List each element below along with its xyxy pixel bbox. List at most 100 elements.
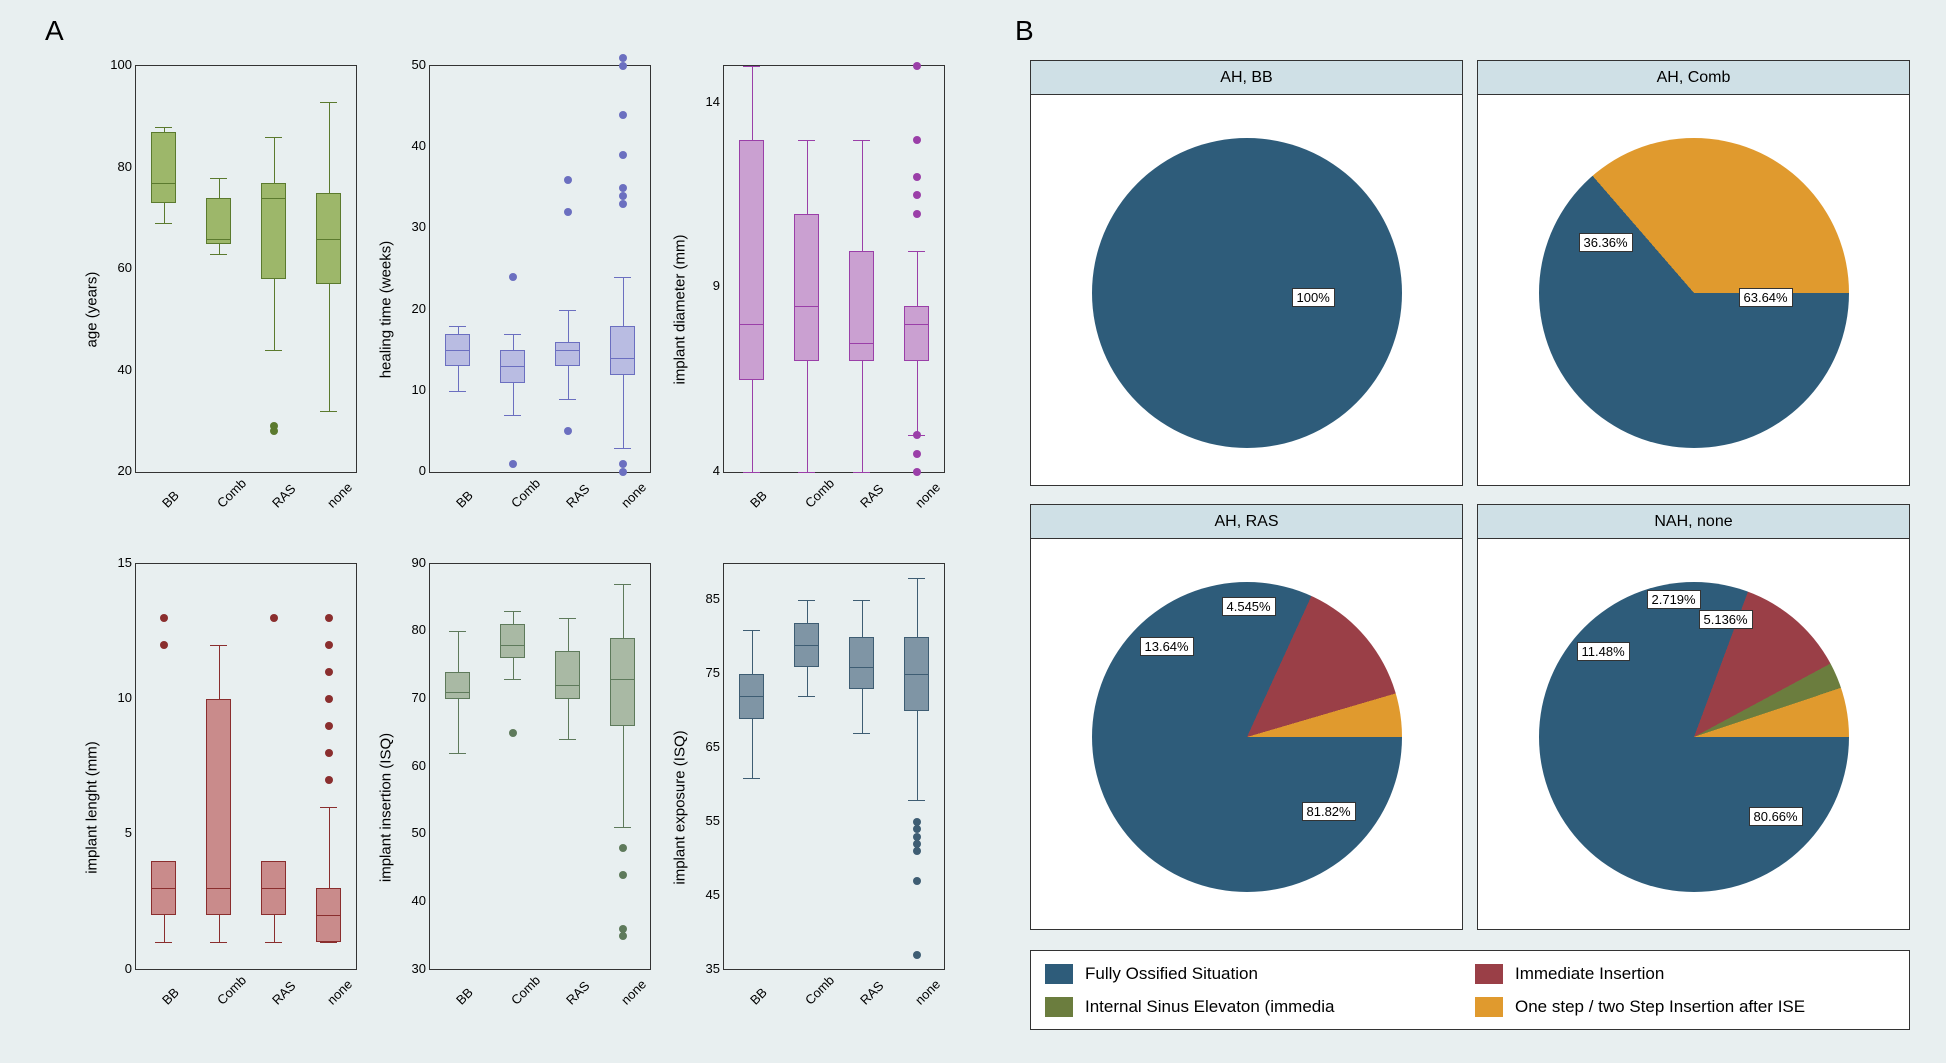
legend-swatch [1475,997,1503,1017]
boxplot-cell: implant exposure (ISQ)354555657585BBComb… [668,558,950,1041]
legend-item: Immediate Insertion [1475,959,1895,988]
legend-item: One step / two Step Insertion after ISE [1475,992,1895,1021]
x-tick: Comb [508,972,543,1007]
boxplot-cell: implant lenght (mm)051015BBCombRASnone [80,558,362,1041]
y-tick: 100 [110,57,132,72]
outlier [913,431,921,439]
y-tick: 40 [110,362,132,377]
outlier [619,62,627,70]
x-tick: none [912,977,943,1008]
y-tick: 35 [698,961,720,976]
pie-chart: 81.82%13.64%4.545% [1092,582,1402,892]
outlier [564,208,572,216]
y-tick: 30 [404,961,426,976]
y-axis-label: healing time (weeks) [378,241,395,379]
legend-swatch [1045,964,1073,984]
pie-cell: NAH, none80.66%11.48%2.719%5.136% [1477,504,1910,930]
pie-slice-label: 80.66% [1749,807,1803,826]
x-tick: none [618,479,649,510]
x-tick: RAS [563,978,593,1008]
outlier [913,951,921,959]
y-tick: 85 [698,591,720,606]
box [206,699,231,916]
legend-text: Immediate Insertion [1515,964,1664,984]
y-tick: 5 [110,825,132,840]
outlier [913,136,921,144]
outlier [270,422,278,430]
outlier [913,468,921,476]
box [555,342,580,366]
box [849,251,874,362]
outlier [619,200,627,208]
y-axis-label: age (years) [84,272,101,348]
plot-area [429,563,651,971]
y-tick: 0 [404,463,426,478]
outlier [913,210,921,218]
box [555,651,580,698]
x-tick: none [324,479,355,510]
x-tick: RAS [563,481,593,511]
y-tick: 90 [404,555,426,570]
x-tick: RAS [857,978,887,1008]
box [849,637,874,689]
y-tick: 4 [698,463,720,478]
y-axis-label: implant lenght (mm) [84,741,101,874]
y-tick: 0 [110,961,132,976]
x-tick: BB [747,985,770,1008]
y-tick: 70 [404,690,426,705]
x-tick: RAS [269,481,299,511]
y-tick: 80 [110,159,132,174]
plot-area [135,65,357,473]
panel-label-a: A [45,15,64,47]
outlier [160,641,168,649]
legend-item: Internal Sinus Elevaton (immedia [1045,992,1465,1021]
y-tick: 40 [404,138,426,153]
outlier [325,695,333,703]
pie-title: NAH, none [1478,505,1909,539]
pie-cell: AH, RAS81.82%13.64%4.545% [1030,504,1463,930]
x-tick: Comb [214,475,249,510]
pie-chart: 80.66%11.48%2.719%5.136% [1539,582,1849,892]
y-axis-label: implant diameter (mm) [672,235,689,385]
y-tick: 80 [404,622,426,637]
plot-area [429,65,651,473]
pie-slice-label: 100% [1292,288,1335,307]
x-tick: Comb [508,475,543,510]
y-tick: 10 [404,382,426,397]
legend-text: Internal Sinus Elevaton (immedia [1085,997,1334,1017]
pie-slice-label: 11.48% [1577,642,1630,661]
box [151,132,176,203]
boxplot-grid: age (years)20406080100BBCombRASnoneheali… [80,60,950,1040]
outlier [270,614,278,622]
x-tick: none [618,977,649,1008]
outlier [913,847,921,855]
box [445,672,470,699]
outlier [564,427,572,435]
outlier [325,641,333,649]
box [610,326,635,375]
outlier [619,844,627,852]
outlier [913,173,921,181]
outlier [325,776,333,784]
x-tick: BB [159,985,182,1008]
pie-slice-label: 4.545% [1222,597,1276,616]
y-axis-label: implant exposure (ISQ) [672,730,689,884]
outlier [619,192,627,200]
pie-grid: AH, BB100%AH, Comb63.64%36.36%AH, RAS81.… [1030,60,1910,930]
x-tick: Comb [802,475,837,510]
outlier [160,614,168,622]
y-tick: 50 [404,825,426,840]
boxplot-cell: implant diameter (mm)4914BBCombRASnone [668,60,950,543]
legend-item: Fully Ossified Situation [1045,959,1465,988]
y-tick: 65 [698,739,720,754]
outlier [619,54,627,62]
legend-text: Fully Ossified Situation [1085,964,1258,984]
x-tick: none [324,977,355,1008]
pie-slice-label: 63.64% [1739,288,1793,307]
outlier [325,722,333,730]
y-tick: 60 [404,758,426,773]
pie-slice-label: 81.82% [1302,802,1356,821]
x-tick: RAS [857,481,887,511]
legend-text: One step / two Step Insertion after ISE [1515,997,1805,1017]
y-tick: 45 [698,887,720,902]
